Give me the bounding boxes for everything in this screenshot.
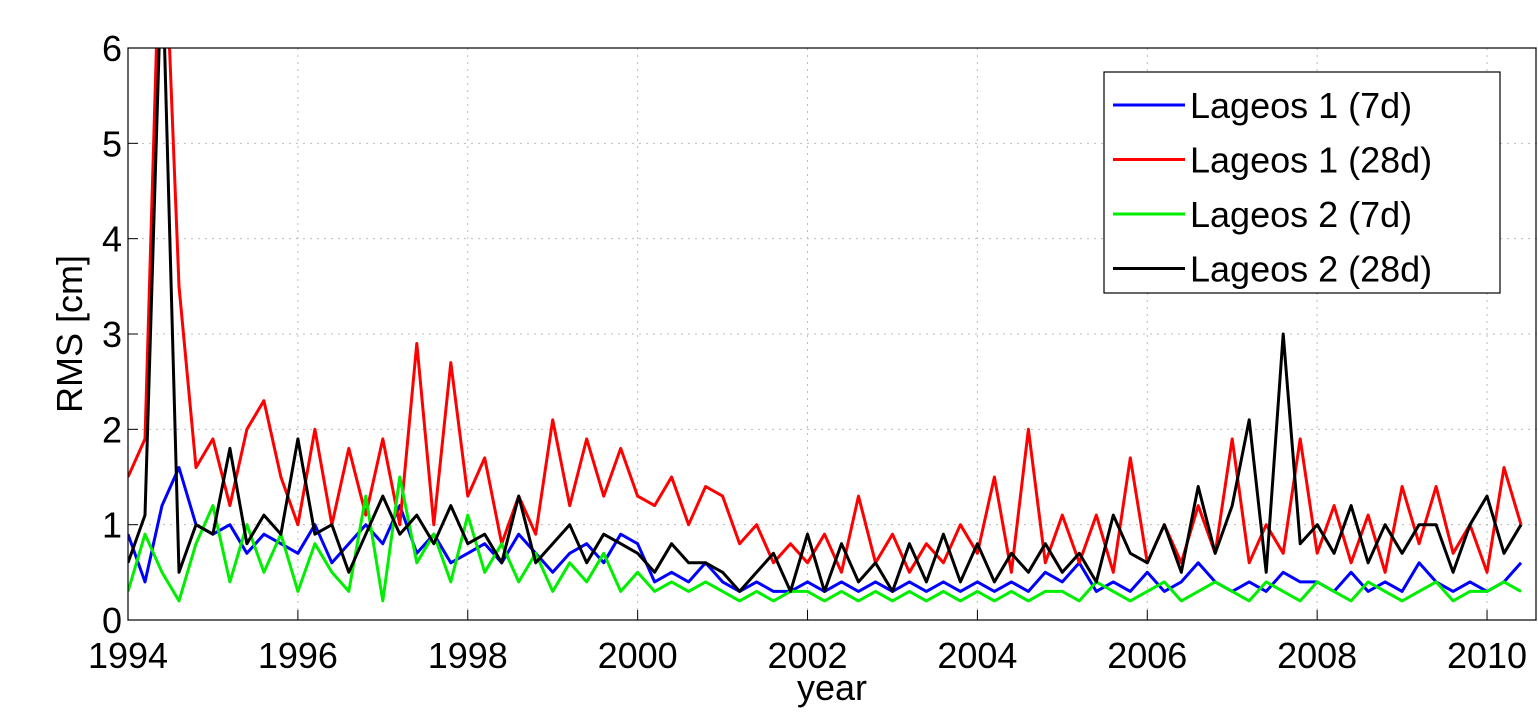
y-tick-label: 4 [102,219,122,260]
y-tick-label: 6 [102,28,122,69]
x-tick-label: 2000 [598,635,678,676]
y-tick-label: 0 [102,600,122,641]
x-tick-label: 2010 [1447,635,1527,676]
ticks: 0 1 2 3 4 5 6 1994 1996 1998 2000 2002 2004 2006 2008 2… [88,28,1527,676]
y-tick-label: 3 [102,314,122,355]
legend-label: Lageos 1 (28d) [1190,140,1432,181]
legend-box [1103,71,1501,294]
x-tick-label: 2002 [767,635,847,676]
legend-label: Lageos 2 (28d) [1190,249,1432,290]
x-tick-label: 1994 [88,635,168,676]
y-tick-label: 1 [102,505,122,546]
series-line [128,475,1522,603]
x-tick-label: 1998 [428,635,508,676]
x-tick-label: 2008 [1277,635,1357,676]
x-tick-label: 1996 [258,635,338,676]
x-axis-label: year [797,667,867,708]
legend: Lageos 1 (7d) Lageos 1 (28d) Lageos 2 (7d)… [1103,71,1501,294]
series-line [128,48,1523,574]
legend-label: Lageos 2 (7d) [1190,194,1412,235]
plot-area [128,48,1523,603]
series-line [128,48,1523,593]
y-axis-label: RMS [cm] [49,255,90,413]
x-tick-label: 2004 [937,635,1017,676]
legend-label: Lageos 1 (7d) [1190,85,1412,126]
x-tick-label: 2006 [1107,635,1187,676]
y-tick-label: 2 [102,409,122,450]
y-tick-label: 5 [102,123,122,164]
